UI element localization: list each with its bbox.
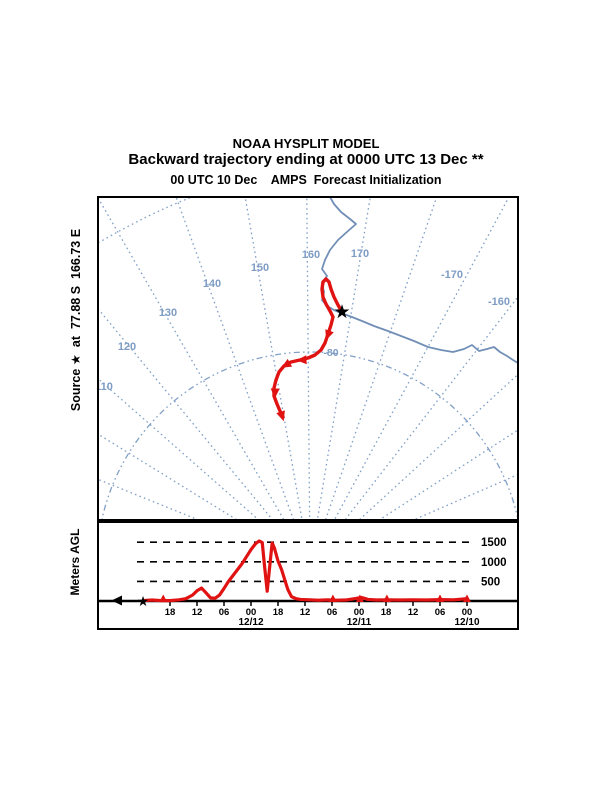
meridian-line [99,308,273,519]
profile-time-marker [159,594,168,602]
time-tick-label: 06 [435,607,446,618]
meridian-line [325,198,438,519]
trajectory-title: Backward trajectory ending at 0000 UTC 1… [128,151,484,168]
altitude-gridline-label: 1500 [481,537,507,549]
coastline-path [321,198,517,364]
profile-time-marker [328,594,337,602]
source-star-icon: ★ [333,302,350,323]
page-title: NOAA HYSPLIT MODEL [232,136,380,151]
date-label: 12/11 [347,617,372,628]
time-tick-label: 00 [462,607,473,618]
time-tick-label: 18 [381,607,392,618]
meridian-line [334,198,510,519]
meridian-line [344,297,517,519]
trajectory-map-canvas: 110 120 130 140 150 160 170 -170 -160 -80 ★ [99,198,517,519]
time-tick-label: 00 [354,607,365,618]
meridian-line [99,198,285,519]
meridian-line [414,474,517,519]
time-tick-label: 00 [246,607,257,618]
meridian-label: -160 [488,296,510,308]
meridian-label: -170 [441,269,463,281]
profile-time-marker [355,594,364,602]
latitude-arc [99,198,192,244]
trajectory-time-marker [276,410,285,422]
date-label: 12/12 [238,617,263,628]
meridian-line [316,198,371,519]
source-location-label: Source ★ at 77.88 S 166.73 E [69,228,83,412]
end-arrow-icon [111,595,122,606]
init-subtitle: 00 UTC 10 Dec AMPS Forecast Initializati… [170,173,442,187]
trajectory-time-marker [325,329,334,341]
altitude-gridline-label: 500 [481,576,500,588]
meridian-line [99,433,237,519]
time-tick-label: 12 [192,607,203,618]
meridian-label: 120 [118,341,136,353]
meridian-label: 150 [251,262,269,274]
date-label: 12/10 [454,617,479,628]
trajectory-map-panel: 110 120 130 140 150 160 170 -170 -160 -80 ★ [97,196,519,521]
parallel-label: -80 [323,347,338,359]
meridian-line [359,374,517,519]
profile-time-marker [463,594,471,602]
meridian-label: 130 [159,307,177,319]
profile-time-marker [382,594,391,602]
meridian-line [306,198,311,519]
altitude-gridline-label: 1000 [481,557,507,569]
time-tick-label: 12 [300,607,311,618]
altitude-profile-panel: 500 1000 1500 18 12 06 00 12/12 18 12 06 00 12/11 18 1… [97,521,519,630]
profile-star-icon: ★ [137,593,150,609]
meridian-line [99,378,259,519]
time-tick-label: 18 [165,607,176,618]
meridian-line [175,198,294,519]
meridian-label: 160 [302,249,320,261]
profile-time-marker [436,594,444,602]
time-tick-label: 18 [273,607,284,618]
height-profile-line [141,539,469,603]
meridian-line [379,429,517,519]
time-tick-label: 06 [219,607,230,618]
time-tick-label: 12 [408,607,419,618]
meridian-label: 110 [99,381,113,393]
meridian-line [244,198,303,519]
time-tick-label: 06 [327,607,338,618]
trajectory-time-marker [270,388,280,399]
trajectory-time-marker [296,355,307,365]
meridian-label: 140 [203,278,221,290]
meters-agl-axis-label: Meters AGL [68,528,82,596]
meridian-label: 170 [351,248,369,260]
trajectory-time-marker [281,358,293,368]
